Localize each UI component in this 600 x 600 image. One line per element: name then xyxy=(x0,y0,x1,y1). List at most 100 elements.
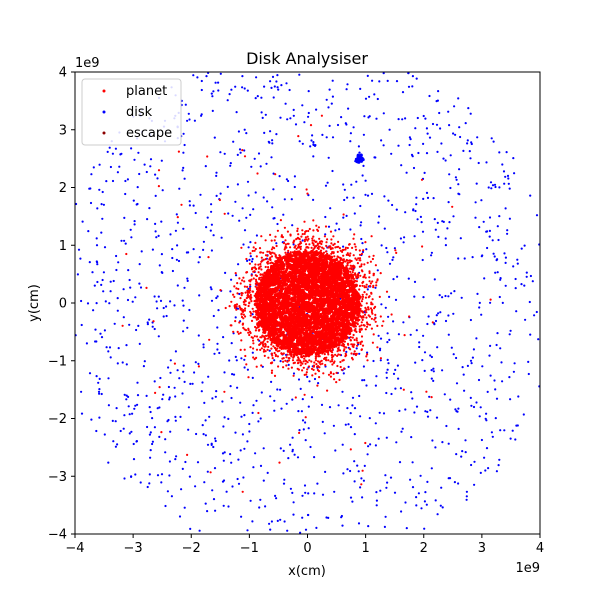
disk-point xyxy=(461,450,464,453)
disk-point xyxy=(130,430,133,433)
planet-point xyxy=(295,280,299,284)
disk-point xyxy=(362,365,365,368)
disk-point xyxy=(428,395,431,398)
disk-point xyxy=(499,278,502,281)
disk-point xyxy=(355,180,358,183)
planet-point xyxy=(304,351,309,355)
disk-point xyxy=(447,477,450,480)
disk-point xyxy=(409,478,412,481)
planet-point xyxy=(343,367,346,370)
disk-point xyxy=(149,410,152,414)
disk-point xyxy=(379,337,383,340)
disk-point xyxy=(382,412,386,415)
disk-point xyxy=(486,230,489,233)
disk-point xyxy=(525,275,528,278)
planet-point xyxy=(307,256,311,260)
disk-point xyxy=(260,391,263,394)
disk-point xyxy=(447,295,450,298)
planet-point xyxy=(313,284,317,288)
disk-point xyxy=(286,529,289,532)
disk-point xyxy=(333,490,336,493)
disk-point xyxy=(123,414,126,417)
disk-point xyxy=(214,439,217,443)
disk-point xyxy=(361,174,364,177)
disk-point xyxy=(151,248,154,251)
planet-point xyxy=(321,318,325,322)
disk-point xyxy=(232,373,236,376)
disk-point xyxy=(506,232,509,235)
disk-point xyxy=(455,453,458,456)
disk-point xyxy=(441,369,444,372)
disk-point xyxy=(368,95,371,98)
disk-point xyxy=(216,326,219,329)
disk-point xyxy=(429,409,432,412)
disk-point xyxy=(359,87,362,90)
disk-point xyxy=(435,416,439,419)
planet-point xyxy=(335,326,340,330)
disk-point xyxy=(126,298,130,302)
disk-point xyxy=(179,415,182,418)
disk-point xyxy=(211,397,214,400)
disk-point xyxy=(211,109,214,112)
disk-point xyxy=(346,83,349,86)
disk-point xyxy=(466,139,469,142)
planet-point xyxy=(271,251,274,254)
disk-point xyxy=(472,405,476,409)
disk-point xyxy=(149,165,152,168)
planet-point xyxy=(325,287,329,291)
disk-point xyxy=(138,342,141,345)
disk-point xyxy=(508,333,511,336)
disk-point xyxy=(211,95,214,98)
disk-point xyxy=(92,309,95,312)
disk-point xyxy=(303,484,307,487)
disk-point xyxy=(234,431,237,434)
disk-point xyxy=(168,396,171,399)
disk-point xyxy=(462,373,465,376)
planet-point xyxy=(287,337,291,341)
planet-point xyxy=(345,295,349,299)
disk-point xyxy=(194,211,197,215)
disk-point xyxy=(215,171,218,174)
planet-point xyxy=(279,289,283,293)
disk-point xyxy=(219,192,222,195)
planet-point xyxy=(306,276,311,280)
disk-point xyxy=(392,278,395,281)
disk-point xyxy=(307,115,310,118)
disk-point xyxy=(151,440,154,443)
disk-point xyxy=(279,518,282,521)
planet-point xyxy=(318,298,322,302)
planet-point xyxy=(324,345,328,349)
disk-point xyxy=(218,351,221,355)
disk-point xyxy=(160,253,163,256)
disk-point xyxy=(174,395,177,398)
disk-point xyxy=(476,136,479,139)
planet-point xyxy=(327,331,331,336)
planet-point xyxy=(266,295,271,299)
disk-point xyxy=(237,482,241,485)
disk-point xyxy=(122,427,125,430)
planet-point xyxy=(273,263,277,268)
disk-point xyxy=(246,440,249,443)
disk-point xyxy=(122,288,125,291)
planet-point xyxy=(320,346,324,350)
disk-point xyxy=(484,417,487,420)
disk-point xyxy=(276,519,279,523)
planet-point xyxy=(294,320,298,324)
planet-point xyxy=(264,288,268,293)
planet-point xyxy=(329,317,333,321)
disk-point xyxy=(291,398,294,401)
disk-point xyxy=(236,477,239,481)
planet-point xyxy=(353,311,358,315)
disk-point xyxy=(230,396,233,400)
disk-point xyxy=(115,407,118,410)
disk-point xyxy=(366,194,370,197)
disk-point xyxy=(356,464,359,467)
planet-point xyxy=(347,297,351,302)
planet-point xyxy=(308,315,313,319)
disk-point xyxy=(154,230,157,233)
disk-point xyxy=(128,413,131,416)
planet-point xyxy=(319,339,323,343)
planet-point xyxy=(271,266,275,270)
planet-point xyxy=(287,264,291,268)
